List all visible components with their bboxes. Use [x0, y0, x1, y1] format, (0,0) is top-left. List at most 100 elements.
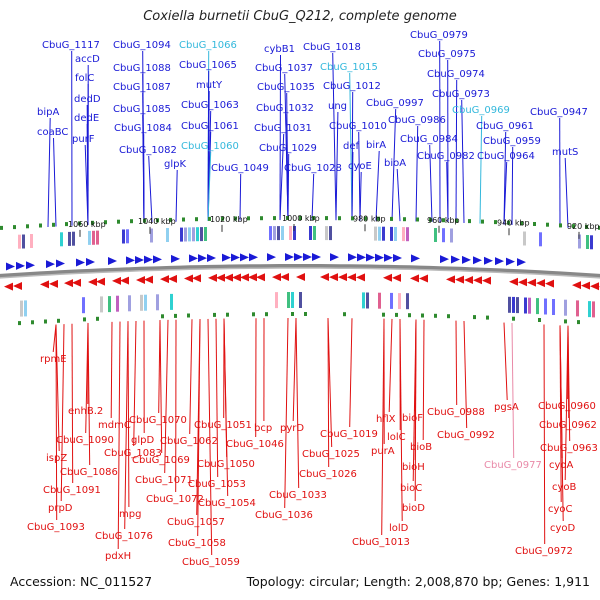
gene-label[interactable]: CbuG_1013 — [352, 537, 410, 548]
gene-label[interactable]: mutY — [196, 80, 223, 91]
gene-label[interactable]: CbuG_1035 — [257, 82, 315, 93]
gene-label[interactable]: CbuG_1031 — [254, 123, 312, 134]
gene-label[interactable]: CbuG_1062 — [160, 436, 218, 447]
gene-label[interactable]: ispZ — [46, 453, 67, 464]
gene-label[interactable]: CbuG_1071 — [135, 475, 193, 486]
gene-label[interactable]: CbuG_1086 — [60, 467, 118, 478]
gene-label[interactable]: CbuG_1010 — [329, 121, 387, 132]
gene-label[interactable]: CbuG_1076 — [95, 531, 153, 542]
gene-label[interactable]: CbuG_1094 — [113, 40, 171, 51]
gene-label[interactable]: lolC — [387, 432, 406, 443]
gene-label[interactable]: CbuG_1026 — [299, 469, 357, 480]
gene-label[interactable]: CbuG_0960 — [538, 401, 596, 412]
gene-label[interactable]: dedD — [74, 94, 101, 105]
gene-label[interactable]: CbuG_1037 — [255, 63, 313, 74]
gene-label[interactable]: rpmE — [40, 354, 67, 365]
gene-label[interactable]: cyoE — [348, 161, 372, 172]
gene-label[interactable]: bioA — [384, 158, 406, 169]
gene-label[interactable]: CbuG_1012 — [323, 81, 381, 92]
gene-label[interactable]: cyoA — [549, 460, 574, 471]
gene-label[interactable]: pdxH — [105, 551, 131, 562]
gene-label[interactable]: CbuG_1025 — [302, 449, 360, 460]
gene-label[interactable]: bioF — [402, 413, 423, 424]
gene-label[interactable]: CbuG_0982 — [417, 151, 475, 162]
gene-label[interactable]: CbuG_1085 — [113, 104, 171, 115]
gene-label[interactable]: CbuG_1015 — [320, 62, 378, 73]
gene-label[interactable]: CbuG_1117 — [42, 40, 100, 51]
gene-label[interactable]: dedE — [74, 113, 99, 124]
gene-label[interactable]: CbuG_1072 — [146, 494, 204, 505]
gene-label[interactable]: purA — [371, 446, 395, 457]
gene-label[interactable]: CbuG_0973 — [432, 89, 490, 100]
gene-label[interactable]: CbuG_1057 — [167, 517, 225, 528]
gene-label[interactable]: CbuG_0974 — [427, 69, 485, 80]
gene-label[interactable]: bioB — [410, 442, 432, 453]
gene-label[interactable]: CbuG_0977 — [484, 460, 542, 471]
gene-label[interactable]: cybB1 — [264, 44, 295, 55]
gene-label[interactable]: def — [343, 141, 360, 152]
gene-label[interactable]: CbuG_1036 — [255, 510, 313, 521]
gene-label[interactable]: CbuG_1061 — [181, 121, 239, 132]
gene-label[interactable]: CbuG_1053 — [188, 479, 246, 490]
gene-label[interactable]: CbuG_0964 — [477, 151, 535, 162]
gene-label[interactable]: hflX — [376, 414, 396, 425]
gene-label[interactable]: mpg — [119, 509, 141, 520]
gene-label[interactable]: CbuG_1066 — [179, 40, 237, 51]
gene-label[interactable]: CbuG_1088 — [113, 63, 171, 74]
gene-label[interactable]: glpD — [131, 435, 154, 446]
gene-label[interactable]: bcp — [254, 423, 272, 434]
gene-label[interactable]: CbuG_1033 — [269, 490, 327, 501]
gene-label[interactable]: bioC — [400, 483, 422, 494]
gene-label[interactable]: folC — [75, 73, 94, 84]
gene-label[interactable]: CbuG_1032 — [256, 103, 314, 114]
gene-label[interactable]: CbuG_1082 — [119, 145, 177, 156]
gene-label[interactable]: bioD — [402, 503, 425, 514]
gene-label[interactable]: CbuG_1028 — [284, 163, 342, 174]
gene-label[interactable]: CbuG_0962 — [539, 420, 597, 431]
gene-label[interactable]: cyoC — [548, 504, 573, 515]
gene-label[interactable]: bioH — [402, 462, 425, 473]
gene-label[interactable]: CbuG_1069 — [132, 455, 190, 466]
gene-label[interactable]: mdmC — [98, 420, 131, 431]
gene-label[interactable]: cyoB — [552, 482, 577, 493]
gene-label[interactable]: coaBC — [37, 127, 68, 138]
gene-label[interactable]: CbuG_1087 — [113, 82, 171, 93]
gene-label[interactable]: CbuG_0992 — [437, 430, 495, 441]
gene-label[interactable]: CbuG_1084 — [114, 123, 172, 134]
gene-label[interactable]: mutS — [552, 147, 578, 158]
gene-label[interactable]: CbuG_1049 — [211, 163, 269, 174]
gene-label[interactable]: pyrD — [280, 423, 304, 434]
gene-label[interactable]: CbuG_0959 — [483, 136, 541, 147]
gene-label[interactable]: CbuG_1029 — [259, 143, 317, 154]
gene-label[interactable]: CbuG_0947 — [530, 107, 588, 118]
gene-label[interactable]: CbuG_1065 — [179, 60, 237, 71]
gene-label[interactable]: CbuG_0979 — [410, 30, 468, 41]
gene-label[interactable]: CbuG_0963 — [540, 443, 598, 454]
gene-label[interactable]: CbuG_1091 — [43, 485, 101, 496]
gene-label[interactable]: ung — [328, 101, 347, 112]
gene-label[interactable]: CbuG_0961 — [476, 121, 534, 132]
gene-label[interactable]: CbuG_1070 — [129, 415, 187, 426]
gene-label[interactable]: CbuG_0969 — [452, 105, 510, 116]
gene-label[interactable]: CbuG_1090 — [56, 435, 114, 446]
gene-label[interactable]: CbuG_1063 — [181, 100, 239, 111]
gene-label[interactable]: CbuG_0972 — [515, 546, 573, 557]
gene-label[interactable]: pgsA — [494, 402, 519, 413]
gene-label[interactable]: cyoD — [550, 523, 576, 534]
gene-label[interactable]: prpD — [48, 503, 73, 514]
gene-label[interactable]: CbuG_1058 — [168, 538, 226, 549]
gene-label[interactable]: CbuG_1046 — [226, 439, 284, 450]
gene-label[interactable]: CbuG_1054 — [198, 498, 256, 509]
gene-label[interactable]: CbuG_1060 — [181, 141, 239, 152]
gene-label[interactable]: CbuG_1019 — [320, 429, 378, 440]
gene-label[interactable]: bipA — [37, 107, 59, 118]
gene-label[interactable]: CbuG_1059 — [182, 557, 240, 568]
gene-label[interactable]: CbuG_0984 — [400, 134, 458, 145]
gene-label[interactable]: enhB.2 — [68, 406, 103, 417]
gene-label[interactable]: CbuG_0988 — [427, 407, 485, 418]
gene-label[interactable]: CbuG_1093 — [27, 522, 85, 533]
gene-label[interactable]: CbuG_1083 — [104, 448, 162, 459]
gene-label[interactable]: accD — [75, 54, 100, 65]
gene-label[interactable]: CbuG_0975 — [418, 49, 476, 60]
gene-label[interactable]: birA — [366, 140, 386, 151]
